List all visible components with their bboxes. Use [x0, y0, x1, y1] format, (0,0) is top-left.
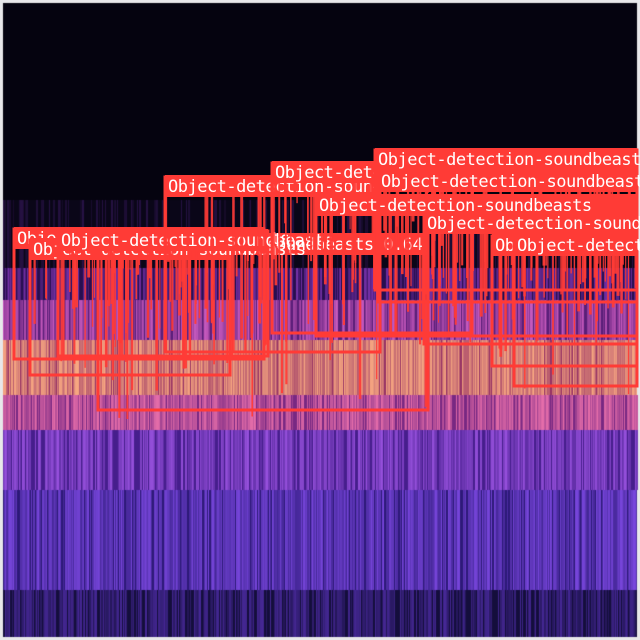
label-background	[316, 194, 637, 216]
label-background	[514, 234, 637, 256]
detection-label: Object-detection-soundbeasts	[319, 196, 592, 216]
detection-label: Object-detection-soundbeasts	[61, 231, 334, 251]
label-background	[58, 229, 268, 251]
detection-box: Object-detection-soundbeasts	[512, 234, 640, 395]
detection-label: Object-detection-soundbeasts	[517, 236, 640, 256]
label-background	[424, 212, 637, 234]
detection-label: Object-detection-soundbeasts	[378, 150, 640, 170]
label-background	[378, 170, 637, 192]
detection-box: Object-detection-soundbeasts	[56, 229, 334, 363]
label-background	[375, 148, 637, 170]
detection-label: Object-detection-soundbeasts	[427, 214, 640, 234]
detection-label: Object-detection-soundbeasts	[381, 172, 640, 192]
